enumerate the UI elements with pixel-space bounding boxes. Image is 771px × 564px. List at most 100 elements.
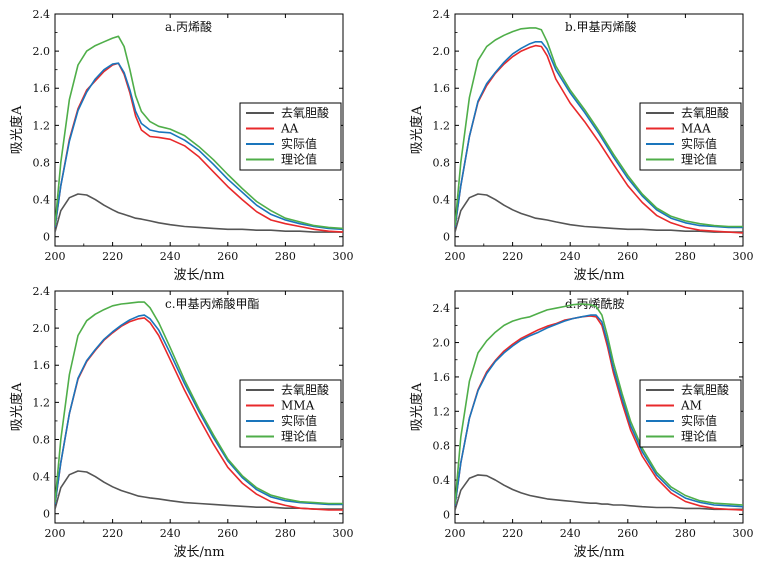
chart-panel-d: 200 220 240 260 280 300 0 0.4 0.8 1.2 1.6 2.0 2.4 波长/… <box>409 290 754 560</box>
chart-panel-a: 200 220 240 260 280 300 0 0.4 0.8 1.2 1.6 2.0 2.4 波长/… <box>9 8 354 283</box>
x-tick-label: 240 <box>560 527 581 540</box>
y-tick-label: 1.6 <box>433 82 451 95</box>
panel-title: b.甲基丙烯酸 <box>565 19 637 34</box>
x-tick-label: 220 <box>502 527 523 540</box>
chart-panel-c: 200 220 240 260 280 300 0 0.4 0.8 1.2 1.6 2.0 2.4 波长/… <box>9 285 354 560</box>
x-tick-label: 280 <box>275 527 296 540</box>
x-tick-label: 200 <box>445 527 466 540</box>
x-tick-label: 300 <box>333 527 354 540</box>
series-line <box>455 40 743 229</box>
panel-title: d.丙烯酰胺 <box>565 297 625 311</box>
x-tick-label: 200 <box>45 527 66 540</box>
y-tick-label: 0 <box>443 508 450 521</box>
legend-label: 实际值 <box>681 413 717 428</box>
chart-panel-b: 200 220 240 260 280 300 0 0.4 0.8 1.2 1.6 2.0 2.4 波长/… <box>409 8 754 283</box>
y-tick-label: 2.4 <box>33 285 51 298</box>
x-tick-label: 240 <box>160 527 181 540</box>
legend-label: 去氧胆酸 <box>681 105 729 120</box>
legend-label: AM <box>680 399 702 413</box>
y-tick-label: 0.4 <box>33 471 51 484</box>
panel-title: c.甲基丙烯酸甲酯 <box>165 296 260 311</box>
y-axis-label: 吸光度A <box>409 105 425 154</box>
legend-label: 去氧胆酸 <box>281 105 329 120</box>
x-axis-label: 波长/nm <box>573 268 624 283</box>
x-tick-label: 260 <box>617 250 638 263</box>
y-tick-label: 0.8 <box>433 156 451 169</box>
legend-label: AA <box>280 122 299 136</box>
y-axis-label: 吸光度A <box>409 382 425 431</box>
x-tick-label: 280 <box>675 250 696 263</box>
y-tick-label: 0.8 <box>33 156 51 169</box>
y-tick-label: 2.0 <box>33 322 51 335</box>
x-tick-label: 300 <box>333 250 354 263</box>
y-tick-label: 2.0 <box>433 45 451 58</box>
y-tick-label: 0 <box>443 231 450 244</box>
series-line <box>55 35 343 230</box>
y-tick-label: 2.0 <box>433 337 451 350</box>
series-lines <box>455 303 743 511</box>
x-tick-label: 220 <box>502 250 523 263</box>
legend-label: 理论值 <box>681 152 717 167</box>
series-line <box>455 193 743 233</box>
x-tick-label: 260 <box>217 527 238 540</box>
y-tick-label: 1.2 <box>33 396 51 409</box>
series-line <box>55 470 343 510</box>
y-tick-label: 0.4 <box>433 194 451 207</box>
y-tick-label: 1.6 <box>33 359 51 372</box>
series-line <box>455 44 743 234</box>
panel-title: a.丙烯酸 <box>165 19 212 34</box>
legend-label: 实际值 <box>281 136 317 151</box>
x-tick-label: 220 <box>102 527 123 540</box>
y-tick-label: 1.6 <box>433 371 451 384</box>
x-tick-label: 240 <box>560 250 581 263</box>
legend-label: 理论值 <box>681 429 717 444</box>
legend-label: 实际值 <box>281 413 317 428</box>
series-lines <box>55 35 343 233</box>
y-tick-label: 2.4 <box>433 8 451 21</box>
x-tick-label: 300 <box>733 527 754 540</box>
y-tick-label: 0.4 <box>433 474 451 487</box>
x-axis-label: 波长/nm <box>173 268 224 283</box>
y-tick-label: 0.8 <box>433 440 451 453</box>
legend-label: MMA <box>281 399 315 413</box>
y-tick-label: 2.4 <box>433 302 451 315</box>
x-tick-label: 200 <box>45 250 66 263</box>
y-axis-label: 吸光度A <box>9 105 25 154</box>
y-tick-label: 1.2 <box>433 119 451 132</box>
series-lines <box>455 27 743 234</box>
x-tick-label: 240 <box>160 250 181 263</box>
series-line <box>455 314 743 508</box>
series-line <box>55 62 343 231</box>
x-tick-label: 260 <box>617 527 638 540</box>
x-tick-label: 280 <box>675 527 696 540</box>
series-lines <box>55 301 343 511</box>
x-tick-label: 200 <box>445 250 466 263</box>
legend-label: 去氧胆酸 <box>681 382 729 397</box>
x-tick-label: 300 <box>733 250 754 263</box>
series-line <box>55 301 343 505</box>
series-line <box>455 27 743 228</box>
y-tick-label: 0 <box>43 231 50 244</box>
y-tick-label: 2.0 <box>33 45 51 58</box>
y-tick-label: 0 <box>43 508 50 521</box>
y-tick-label: 0.8 <box>33 433 51 446</box>
series-line <box>455 474 743 511</box>
legend-label: 理论值 <box>281 152 317 167</box>
legend-label: 理论值 <box>281 429 317 444</box>
x-axis-label: 波长/nm <box>573 545 624 560</box>
legend-label: 实际值 <box>681 136 717 151</box>
y-axis-label: 吸光度A <box>9 382 25 431</box>
legend-label: MAA <box>681 122 711 136</box>
y-tick-label: 1.6 <box>33 82 51 95</box>
y-tick-label: 2.4 <box>33 8 51 21</box>
series-line <box>455 303 743 506</box>
legend-label: 去氧胆酸 <box>281 382 329 397</box>
y-tick-label: 1.2 <box>433 405 451 418</box>
x-axis-label: 波长/nm <box>173 545 224 560</box>
y-tick-label: 1.2 <box>33 119 51 132</box>
